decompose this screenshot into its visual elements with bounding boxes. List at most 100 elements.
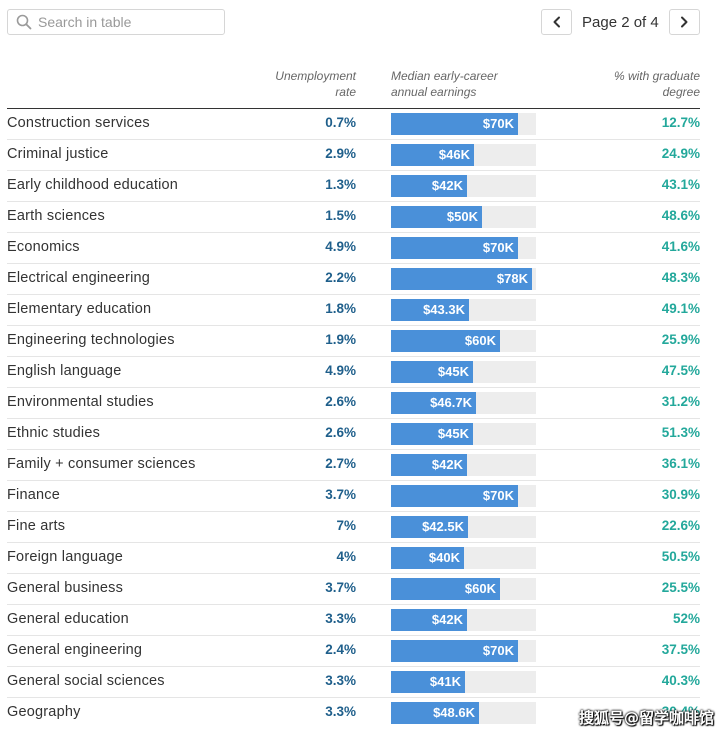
table-body: Construction services 0.7% $70K 12.7% Crimin… — [7, 109, 700, 729]
earnings-label: $42K — [431, 612, 463, 627]
graduate-degree-rate: 50.5% — [661, 549, 700, 564]
earnings-bar: $50K — [391, 206, 482, 228]
earnings-bar: $42.5K — [391, 516, 468, 538]
table-row: Criminal justice 2.9% $46K 24.9% — [7, 140, 700, 171]
earnings-label: $45K — [437, 364, 469, 379]
table-row: Earth sciences 1.5% $50K 48.6% — [7, 202, 700, 233]
graduate-degree-rate: 48.3% — [661, 270, 700, 285]
table-row: Geography 3.3% $48.6K 30.4% — [7, 698, 700, 729]
unemployment-rate: 3.3% — [325, 673, 356, 688]
earnings-bar-track: $45K — [391, 423, 536, 445]
graduate-degree-rate: 24.9% — [661, 146, 700, 161]
unemployment-rate: 3.7% — [325, 580, 356, 595]
table-row: General business 3.7% $60K 25.5% — [7, 574, 700, 605]
earnings-bar-track: $46K — [391, 144, 536, 166]
graduate-degree-rate: 37.5% — [661, 642, 700, 657]
earnings-label: $48.6K — [433, 705, 475, 720]
earnings-bar-track: $48.6K — [391, 702, 536, 724]
unemployment-rate: 4.9% — [325, 239, 356, 254]
watermark: 搜狐号@留学咖啡馆 — [578, 709, 714, 727]
earnings-label: $43.3K — [423, 302, 465, 317]
major-name: Early childhood education — [7, 177, 179, 193]
table-row: Family + consumer sciences 2.7% $42K 36.1% — [7, 450, 700, 481]
major-name: Elementary education — [7, 301, 152, 317]
chevron-left-icon — [553, 16, 560, 28]
major-name: Criminal justice — [7, 146, 109, 162]
table-row: General engineering 2.4% $70K 37.5% — [7, 636, 700, 667]
table-row: Fine arts 7% $42.5K 22.6% — [7, 512, 700, 543]
major-name: Engineering technologies — [7, 332, 175, 348]
unemployment-rate: 1.3% — [325, 177, 356, 192]
column-header-line: degree — [662, 85, 700, 99]
major-name: Fine arts — [7, 518, 66, 534]
column-header-graduate[interactable]: % with graduate degree — [560, 68, 700, 100]
earnings-label: $42K — [431, 178, 463, 193]
earnings-bar: $78K — [391, 268, 532, 290]
earnings-bar-track: $41K — [391, 671, 536, 693]
table-row: Economics 4.9% $70K 41.6% — [7, 233, 700, 264]
earnings-bar: $42K — [391, 609, 467, 631]
earnings-bar-track: $70K — [391, 485, 536, 507]
earnings-bar: $43.3K — [391, 299, 469, 321]
unemployment-rate: 1.5% — [325, 208, 356, 223]
prev-page-button[interactable] — [541, 9, 572, 35]
earnings-label: $46K — [438, 147, 470, 162]
earnings-bar-track: $45K — [391, 361, 536, 383]
graduate-degree-rate: 40.3% — [661, 673, 700, 688]
unemployment-rate: 3.7% — [325, 487, 356, 502]
next-page-button[interactable] — [668, 9, 700, 35]
earnings-bar: $46.7K — [391, 392, 476, 414]
search-box[interactable] — [7, 9, 225, 35]
table-row: Foreign language 4% $40K 50.5% — [7, 543, 700, 574]
search-input[interactable] — [38, 14, 218, 30]
earnings-bar: $42K — [391, 175, 467, 197]
unemployment-rate: 1.9% — [325, 332, 356, 347]
earnings-bar: $46K — [391, 144, 474, 166]
earnings-label: $41K — [429, 674, 461, 689]
graduate-degree-rate: 43.1% — [661, 177, 700, 192]
major-name: Finance — [7, 487, 60, 503]
graduate-degree-rate: 49.1% — [661, 301, 700, 316]
earnings-label: $50K — [446, 209, 478, 224]
unemployment-rate: 4% — [336, 549, 356, 564]
column-header-line: rate — [335, 85, 356, 99]
column-header-earnings[interactable]: Median early-career annual earnings — [391, 68, 551, 100]
graduate-degree-rate: 31.2% — [661, 394, 700, 409]
graduate-degree-rate: 52% — [672, 611, 700, 626]
graduate-degree-rate: 48.6% — [661, 208, 700, 223]
earnings-label: $70K — [482, 488, 514, 503]
table-row: Finance 3.7% $70K 30.9% — [7, 481, 700, 512]
unemployment-rate: 2.4% — [325, 642, 356, 657]
earnings-bar-track: $42K — [391, 175, 536, 197]
major-name: Electrical engineering — [7, 270, 151, 286]
earnings-bar-track: $70K — [391, 113, 536, 135]
unemployment-rate: 1.8% — [325, 301, 356, 316]
table-row: General social sciences 3.3% $41K 40.3% — [7, 667, 700, 698]
earnings-label: $42K — [431, 457, 463, 472]
earnings-bar-track: $42.5K — [391, 516, 536, 538]
table-row: Engineering technologies 1.9% $60K 25.9% — [7, 326, 700, 357]
table-row: Elementary education 1.8% $43.3K 49.1% — [7, 295, 700, 326]
search-icon — [16, 14, 32, 30]
earnings-bar-track: $60K — [391, 578, 536, 600]
earnings-bar: $41K — [391, 671, 465, 693]
earnings-label: $70K — [482, 116, 514, 131]
earnings-bar: $70K — [391, 640, 518, 662]
earnings-bar-track: $40K — [391, 547, 536, 569]
unemployment-rate: 2.9% — [325, 146, 356, 161]
graduate-degree-rate: 25.9% — [661, 332, 700, 347]
major-name: General business — [7, 580, 124, 596]
column-header-unemployment[interactable]: Unemployment rate — [230, 68, 356, 100]
earnings-label: $45K — [437, 426, 469, 441]
earnings-bar-track: $78K — [391, 268, 536, 290]
earnings-bar-track: $42K — [391, 454, 536, 476]
earnings-bar-track: $50K — [391, 206, 536, 228]
major-name: General engineering — [7, 642, 143, 658]
earnings-label: $60K — [464, 581, 496, 596]
earnings-bar-track: $60K — [391, 330, 536, 352]
earnings-bar-track: $43.3K — [391, 299, 536, 321]
major-name: English language — [7, 363, 122, 379]
table-row: Environmental studies 2.6% $46.7K 31.2% — [7, 388, 700, 419]
graduate-degree-rate: 47.5% — [661, 363, 700, 378]
earnings-label: $70K — [482, 643, 514, 658]
